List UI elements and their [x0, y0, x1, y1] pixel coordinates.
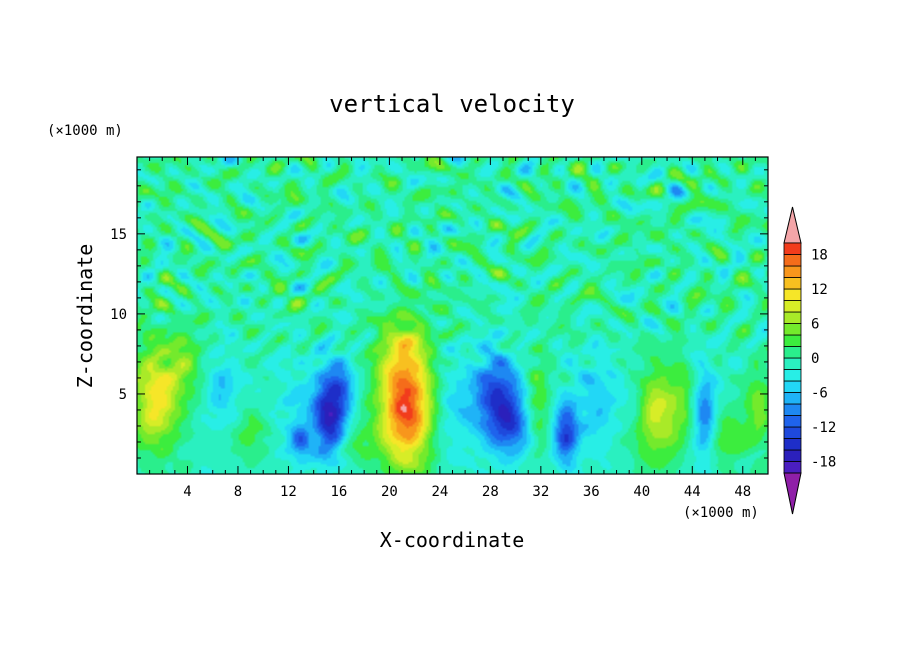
colorbar-tick-label: 18: [811, 248, 828, 264]
colorbar-band: [783, 323, 802, 336]
colorbar-band: [783, 288, 802, 301]
colorbar-band: [783, 426, 802, 439]
y-tick-label: 10: [110, 307, 127, 323]
x-tick-label: 48: [734, 484, 751, 500]
x-tick-label: 44: [684, 484, 701, 500]
x-tick-label: 28: [482, 484, 499, 500]
colorbar-tick-label: -12: [811, 420, 836, 436]
x-tick-label: 16: [330, 484, 347, 500]
y-tick-label: 5: [119, 387, 127, 403]
x-tick-label: 12: [280, 484, 297, 500]
x-tick-label: 8: [234, 484, 242, 500]
x-tick-label: 36: [583, 484, 600, 500]
x-tick-label: 40: [633, 484, 650, 500]
colorbar-tick-label: 0: [811, 351, 819, 367]
colorbar-tick-label: -18: [811, 455, 836, 471]
colorbar-top-extension: [783, 206, 802, 244]
z-axis-unit-label: (×1000 m): [47, 123, 123, 139]
colorbar-band: [783, 449, 802, 462]
x-tick-label: 32: [532, 484, 549, 500]
colorbar-band: [783, 254, 802, 267]
y-axis-label: Z-coordinate: [73, 244, 97, 389]
colorbar-bottom-extension: [783, 472, 802, 515]
colorbar-band: [783, 461, 802, 474]
colorbar-band: [783, 242, 802, 255]
colorbar-tick-label: -6: [811, 386, 828, 402]
y-tick-label: 15: [110, 227, 127, 243]
colorbar-band: [783, 334, 802, 347]
colorbar-band: [783, 346, 802, 359]
colorbar-band: [783, 369, 802, 382]
vertical-velocity-field: [137, 157, 768, 474]
x-tick-label: 24: [431, 484, 448, 500]
colorbar-band: [783, 380, 802, 393]
colorbar-band: [783, 403, 802, 416]
y-axis-ticks: 5 10 15: [110, 169, 768, 459]
heatmap-plot-area: [136, 156, 769, 475]
colorbar-band: [783, 311, 802, 324]
colorbar-band: [783, 277, 802, 290]
colorbar-tick-label: 12: [811, 282, 828, 298]
colorbar-band: [783, 415, 802, 428]
colorbar-band: [783, 265, 802, 278]
colorbar-band: [783, 438, 802, 451]
colorbar-band: [783, 392, 802, 405]
x-tick-label: 4: [183, 484, 191, 500]
x-axis-label: X-coordinate: [380, 528, 525, 552]
colorbar-band: [783, 357, 802, 370]
colorbar-tick-label: 6: [811, 317, 819, 333]
colorbar-legend: 18 12 6 0 -6 -12 -18: [783, 206, 836, 515]
x-axis-ticks: 4 8 12 16 20 24 28 32 36 40 44 48: [149, 157, 756, 500]
x-axis-unit-label: (×1000 m): [683, 505, 759, 521]
colorbar-band: [783, 300, 802, 313]
chart-title: vertical velocity: [329, 90, 575, 118]
x-tick-label: 20: [381, 484, 398, 500]
